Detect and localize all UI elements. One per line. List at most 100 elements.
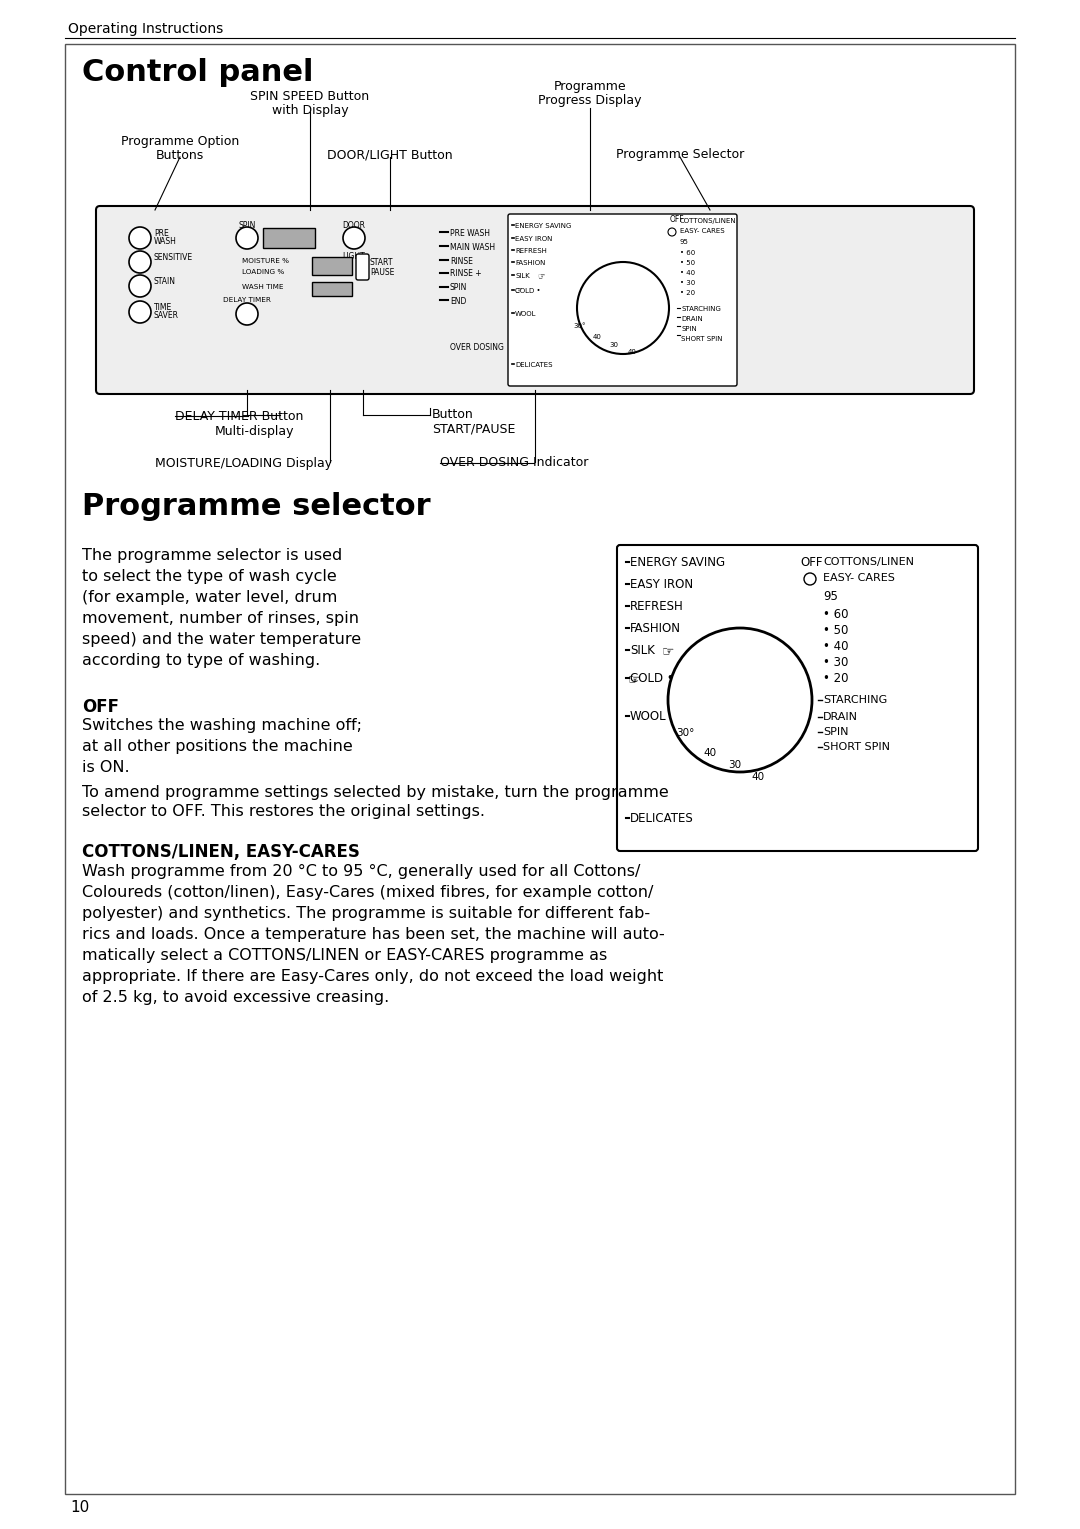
Text: • 30: • 30: [680, 280, 696, 286]
Text: SAVER: SAVER: [154, 312, 179, 321]
Text: ENERGY SAVING: ENERGY SAVING: [515, 223, 571, 229]
Text: 40: 40: [593, 333, 602, 339]
Text: polyester) and synthetics. The programme is suitable for different fab-: polyester) and synthetics. The programme…: [82, 907, 650, 920]
Text: WASH TIME: WASH TIME: [242, 284, 283, 291]
Text: OFF: OFF: [800, 557, 823, 569]
Text: RINSE: RINSE: [450, 257, 473, 266]
Text: 30°: 30°: [676, 728, 694, 739]
FancyBboxPatch shape: [617, 544, 978, 852]
Text: COTTONS/LINEN: COTTONS/LINEN: [680, 219, 737, 225]
Bar: [312, 281, 352, 297]
Text: COTTONS/LINEN: COTTONS/LINEN: [823, 557, 914, 567]
Text: movement, number of rinses, spin: movement, number of rinses, spin: [82, 612, 359, 625]
FancyBboxPatch shape: [65, 44, 1015, 1494]
Text: • 60: • 60: [680, 251, 696, 255]
Text: • 40: • 40: [680, 271, 696, 277]
Text: TIME: TIME: [154, 303, 172, 312]
Text: with Display: with Display: [272, 104, 349, 118]
Text: FASHION: FASHION: [630, 622, 681, 636]
Text: DELAY TIMER Button: DELAY TIMER Button: [175, 410, 303, 422]
Text: The programme selector is used: The programme selector is used: [82, 547, 342, 563]
Text: • 50: • 50: [823, 624, 849, 636]
Text: of 2.5 kg, to avoid excessive creasing.: of 2.5 kg, to avoid excessive creasing.: [82, 989, 389, 1005]
Text: SHORT SPIN: SHORT SPIN: [681, 336, 723, 342]
Text: ENERGY SAVING: ENERGY SAVING: [630, 557, 725, 569]
Text: to select the type of wash cycle: to select the type of wash cycle: [82, 569, 337, 584]
Text: WASH: WASH: [154, 237, 177, 246]
Text: Switches the washing machine off;: Switches the washing machine off;: [82, 719, 362, 732]
Text: according to type of washing.: according to type of washing.: [82, 653, 321, 668]
Text: matically select a COTTONS/LINEN or EASY-CARES programme as: matically select a COTTONS/LINEN or EASY…: [82, 948, 607, 963]
Text: PAUSE: PAUSE: [370, 268, 394, 277]
Text: DELICATES: DELICATES: [630, 812, 693, 826]
Text: COTTONS/LINEN, EASY-CARES: COTTONS/LINEN, EASY-CARES: [82, 842, 360, 861]
Text: SILK: SILK: [515, 274, 530, 278]
Text: 40: 40: [752, 772, 765, 781]
Text: 40: 40: [627, 349, 636, 355]
Text: DOOR/LIGHT Button: DOOR/LIGHT Button: [327, 148, 453, 161]
Text: 30: 30: [609, 342, 619, 349]
Text: STARCHING: STARCHING: [823, 696, 888, 705]
Circle shape: [237, 303, 258, 326]
Text: DRAIN: DRAIN: [681, 317, 703, 323]
Text: FASHION: FASHION: [515, 260, 545, 266]
Text: START/PAUSE: START/PAUSE: [432, 422, 515, 434]
Text: LOADING %: LOADING %: [242, 269, 284, 275]
FancyBboxPatch shape: [508, 214, 737, 385]
Text: Programme selector: Programme selector: [82, 492, 431, 521]
Circle shape: [343, 226, 365, 249]
Text: RINSE +: RINSE +: [450, 269, 482, 278]
Text: • 20: • 20: [680, 291, 696, 297]
Text: LIGHT: LIGHT: [342, 252, 365, 261]
Text: START: START: [370, 258, 393, 268]
Text: • 20: • 20: [823, 671, 849, 685]
Text: speed) and the water temperature: speed) and the water temperature: [82, 631, 361, 647]
Text: REFRESH: REFRESH: [630, 601, 684, 613]
Text: PRE WASH: PRE WASH: [450, 228, 490, 237]
Text: MAIN WASH: MAIN WASH: [450, 243, 495, 251]
Text: • 40: • 40: [823, 639, 849, 653]
Text: appropriate. If there are Easy-Cares only, do not exceed the load weight: appropriate. If there are Easy-Cares onl…: [82, 969, 663, 985]
Text: Programme: Programme: [554, 80, 626, 93]
Text: COLD •: COLD •: [515, 287, 540, 294]
Text: EASY- CARES: EASY- CARES: [823, 573, 895, 583]
Text: EASY IRON: EASY IRON: [630, 578, 693, 592]
Text: OFF: OFF: [670, 216, 685, 225]
Text: 40: 40: [703, 748, 716, 758]
Circle shape: [129, 226, 151, 249]
Text: ☞: ☞: [537, 272, 544, 281]
Text: OVER DOSING: OVER DOSING: [450, 344, 504, 353]
Circle shape: [129, 251, 151, 274]
Text: is ON.: is ON.: [82, 760, 130, 775]
Text: WOOL: WOOL: [630, 711, 666, 723]
Text: DELICATES: DELICATES: [515, 362, 553, 368]
Text: DOOR: DOOR: [342, 222, 365, 229]
Circle shape: [669, 628, 812, 772]
Text: Buttons: Buttons: [156, 148, 204, 162]
Text: STARCHING: STARCHING: [681, 306, 720, 312]
Bar: [312, 257, 352, 275]
Text: OVER DOSING Indicator: OVER DOSING Indicator: [440, 457, 589, 469]
Text: 10: 10: [70, 1500, 90, 1515]
Text: 95: 95: [680, 239, 689, 245]
Text: Button: Button: [432, 408, 474, 420]
Circle shape: [577, 261, 669, 355]
Text: Programme Option: Programme Option: [121, 135, 239, 148]
Text: SPIN: SPIN: [823, 726, 849, 737]
Text: DRAIN: DRAIN: [823, 713, 858, 722]
Text: END: END: [450, 297, 467, 306]
Text: SHORT SPIN: SHORT SPIN: [823, 742, 890, 752]
Text: EASY- CARES: EASY- CARES: [680, 228, 725, 234]
Text: STAIN: STAIN: [154, 277, 176, 286]
Text: ☞: ☞: [627, 673, 640, 687]
Text: ☞: ☞: [662, 644, 675, 657]
Text: SENSITIVE: SENSITIVE: [154, 252, 193, 261]
Text: SILK: SILK: [630, 645, 654, 657]
Text: Operating Instructions: Operating Instructions: [68, 21, 224, 37]
Circle shape: [237, 226, 258, 249]
Text: EASY IRON: EASY IRON: [515, 235, 552, 242]
Text: ☞: ☞: [514, 286, 522, 295]
Text: • 60: • 60: [823, 607, 849, 621]
Text: MOISTURE %: MOISTURE %: [242, 258, 289, 265]
Text: rics and loads. Once a temperature has been set, the machine will auto-: rics and loads. Once a temperature has b…: [82, 927, 665, 942]
